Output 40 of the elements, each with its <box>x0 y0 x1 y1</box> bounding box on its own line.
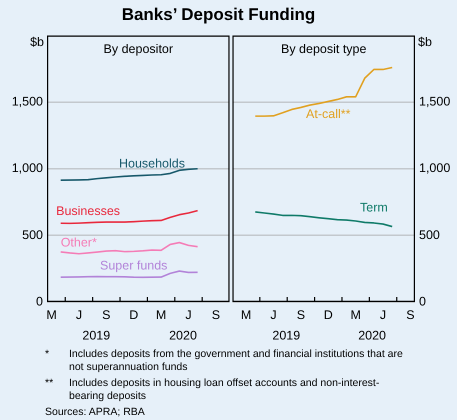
x-tick-label: J <box>76 308 82 322</box>
series-label: Businesses <box>56 204 120 218</box>
series-label: Term <box>360 200 388 214</box>
source-note: Sources: APRA; RBA <box>45 406 146 419</box>
x-tick-label: M <box>46 308 57 322</box>
y2-axis-title: $b <box>418 34 432 49</box>
chart-title: Banks’ Deposit Funding <box>120 5 316 25</box>
x-tick-label: J <box>270 308 277 322</box>
text: * Includes deposits from the government and financial institutions that are not superannuation funds <box>45 348 403 373</box>
series-label: Super funds <box>100 258 168 273</box>
x-tick-label: M <box>156 308 166 322</box>
y-tick-label: 500 <box>22 228 44 242</box>
text: ** Includes deposits in housing loan offset accounts and non-interest-bearing deposits <box>45 377 380 402</box>
series-label: Households <box>118 156 185 170</box>
y2-tick-label: 500 <box>419 228 440 242</box>
y-tick-label: 1,500 <box>12 94 44 109</box>
x-tick-label: J <box>185 308 192 322</box>
text: 2020 <box>358 328 386 342</box>
x-tick-label: S <box>296 308 306 322</box>
y-axis-title: $b <box>30 34 44 49</box>
x-tick-label: J <box>380 308 386 322</box>
text: By depositor <box>104 42 174 56</box>
y-tick-label: 0 <box>36 294 44 308</box>
y2-tick-label: 1,000 <box>419 161 450 176</box>
x-tick-label: D <box>324 308 333 322</box>
series-label: Other* <box>60 235 97 250</box>
x-tick-label: M <box>350 308 361 322</box>
x-tick-label: D <box>129 308 138 322</box>
x-tick-label: S <box>212 308 220 322</box>
y2-tick-label: 1,500 <box>419 94 450 109</box>
y2-tick-label: 0 <box>419 294 426 308</box>
series-label: At-call** <box>306 106 351 121</box>
x-tick-label: M <box>240 308 252 322</box>
x-tick-label: S <box>102 308 111 322</box>
text: 2020 <box>169 328 197 342</box>
text: By deposit type <box>280 42 366 56</box>
text: 2019 <box>82 328 110 342</box>
x-tick-label: S <box>406 308 415 322</box>
y-tick-label: 1,000 <box>12 161 44 176</box>
text: 2019 <box>272 328 300 342</box>
